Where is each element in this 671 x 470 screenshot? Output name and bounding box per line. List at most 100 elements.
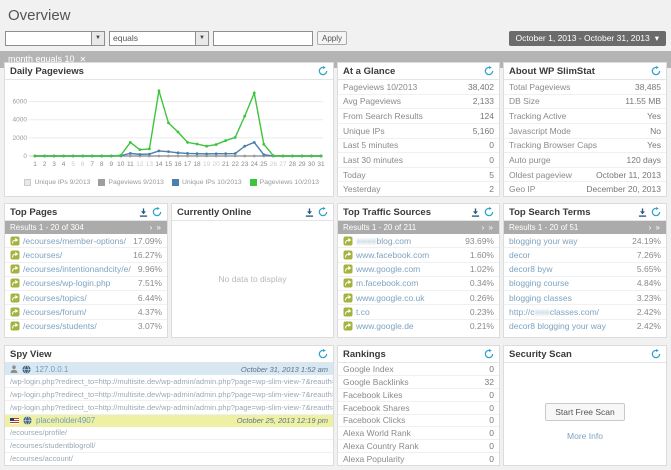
stat-label: Oldest pageview [509, 170, 572, 180]
stat-row: Alexa Popularity0 [338, 453, 499, 465]
stat-row: Today5 [338, 168, 499, 183]
pagination-next-buttons[interactable]: › » [150, 223, 162, 232]
refresh-icon[interactable] [651, 349, 661, 359]
refresh-icon[interactable] [651, 66, 661, 76]
pagination-next-buttons[interactable]: › » [482, 223, 494, 232]
stat-row: Javascript ModeNo [504, 124, 666, 139]
stat-value: 38,485 [635, 82, 661, 92]
panel-title: Top Pages [10, 207, 135, 218]
apply-button[interactable]: Apply [317, 31, 347, 45]
panel-header: Daily Pageviews [5, 63, 333, 80]
item-link[interactable]: ●●●●blog.com [356, 236, 462, 246]
date-range-label: October 1, 2013 - October 31, 2013 [516, 33, 650, 43]
stat-row: Yesterday2 [338, 182, 499, 196]
stat-label: Today [343, 170, 366, 180]
stat-label: Google Index [343, 364, 394, 374]
item-link[interactable]: /ecourses/students/ [23, 321, 135, 331]
svg-text:16: 16 [174, 161, 182, 168]
download-icon[interactable] [139, 208, 148, 217]
item-percentage: 1.02% [470, 264, 494, 274]
refresh-icon[interactable] [152, 207, 162, 217]
item-link[interactable]: www.facebook.com [356, 250, 467, 260]
refresh-icon[interactable] [318, 207, 328, 217]
share-icon [343, 250, 353, 260]
list-item: blogging classes3.23% [504, 291, 666, 305]
visitor-link[interactable]: placeholder4907 [36, 416, 95, 425]
daily-pageviews-chart: 0200040006000123456789101112131415161718… [5, 80, 333, 196]
stat-value: 0 [489, 415, 494, 425]
item-link[interactable]: /ecourses/intentionandcity/e/ [23, 264, 135, 274]
download-icon[interactable] [638, 208, 647, 217]
refresh-icon[interactable] [484, 349, 494, 359]
svg-text:4: 4 [62, 161, 66, 168]
item-link[interactable]: blogging classes [509, 293, 634, 303]
filter-operator-select[interactable]: equals ▼ [109, 31, 209, 46]
item-percentage: 2.42% [637, 321, 661, 331]
item-link[interactable]: /ecourses/wp-login.php [23, 278, 135, 288]
refresh-icon[interactable] [484, 66, 494, 76]
item-link[interactable]: /ecourses/member-options/ [23, 236, 130, 246]
item-link[interactable]: decor8 byw [509, 264, 634, 274]
panel-header: At a Glance [338, 63, 499, 80]
item-link[interactable]: blogging course [509, 278, 634, 288]
list-item: /ecourses/forum/4.37% [5, 305, 167, 319]
start-free-scan-button[interactable]: Start Free Scan [545, 403, 625, 421]
item-link[interactable]: www.google.de [356, 321, 467, 331]
globe-icon [23, 416, 32, 425]
refresh-icon[interactable] [651, 207, 661, 217]
panel-spy-view: Spy View 127.0.0.1October 31, 2013 1:52 … [4, 345, 334, 466]
stat-label: Avg Pageviews [343, 96, 401, 106]
panel-top-pages: Top Pages Results 1 - 20 of 304 › » /eco… [4, 203, 168, 338]
refresh-icon[interactable] [318, 349, 328, 359]
item-link[interactable]: /ecourses/forum/ [23, 307, 135, 317]
svg-text:23: 23 [241, 161, 249, 168]
svg-text:1: 1 [33, 161, 37, 168]
stat-label: Last 5 minutes [343, 140, 398, 150]
filter-field-select[interactable]: ▼ [5, 31, 105, 46]
item-link[interactable]: /ecourses/topics/ [23, 293, 135, 303]
stat-label: Javascript Mode [509, 126, 571, 136]
pagination-label: Results 1 - 20 of 304 [10, 223, 84, 232]
list-item: http://c●●●classes.com/2.42% [504, 305, 666, 319]
list-item: www.google.com1.02% [338, 263, 499, 277]
svg-text:31: 31 [317, 161, 325, 168]
panel-header: Top Traffic Sources [338, 204, 499, 221]
stat-row: Tracking ActiveYes [504, 109, 666, 124]
legend-item: Pageviews 9/2013 [98, 179, 164, 186]
item-link[interactable]: decor8 blogging your way [509, 321, 634, 331]
list-item: www.facebook.com1.60% [338, 248, 499, 262]
item-percentage: 3.07% [138, 321, 162, 331]
legend-swatch [98, 179, 105, 186]
svg-text:21: 21 [222, 161, 230, 168]
legend-item: Unique IPs 10/2013 [172, 179, 242, 186]
date-range-button[interactable]: October 1, 2013 - October 31, 2013 ▾ [509, 31, 666, 46]
download-icon[interactable] [305, 208, 314, 217]
item-link[interactable]: m.facebook.com [356, 278, 467, 288]
item-link[interactable]: blogging your way [509, 236, 629, 246]
svg-text:2: 2 [43, 161, 47, 168]
more-info-link[interactable]: More Info [567, 431, 603, 441]
redacted-text: ●●●● [356, 236, 377, 246]
item-link[interactable]: /ecourses/ [23, 250, 130, 260]
refresh-icon[interactable] [318, 66, 328, 76]
stat-value: 124 [480, 111, 494, 121]
visitor-link[interactable]: 127.0.0.1 [35, 365, 68, 374]
svg-text:4000: 4000 [13, 117, 28, 124]
svg-text:15: 15 [165, 161, 173, 168]
refresh-icon[interactable] [484, 207, 494, 217]
item-percentage: 4.37% [138, 307, 162, 317]
pagination-next-buttons[interactable]: › » [649, 223, 661, 232]
stat-value: 38,402 [468, 82, 494, 92]
item-link[interactable]: www.google.co.uk [356, 293, 467, 303]
filter-value-input[interactable] [213, 31, 313, 46]
item-link[interactable]: http://c●●●classes.com/ [509, 307, 634, 317]
legend-swatch [172, 179, 179, 186]
item-link[interactable]: www.google.com [356, 264, 467, 274]
item-link[interactable]: t.co [356, 307, 467, 317]
filter-bar: ▼ equals ▼ Apply October 1, 2013 - Octob… [5, 30, 666, 46]
item-link[interactable]: decor [509, 250, 634, 260]
stat-row: DB Size11.55 MB [504, 95, 666, 110]
download-icon[interactable] [471, 208, 480, 217]
stat-label: Unique IPs [343, 126, 385, 136]
share-icon [10, 278, 20, 288]
